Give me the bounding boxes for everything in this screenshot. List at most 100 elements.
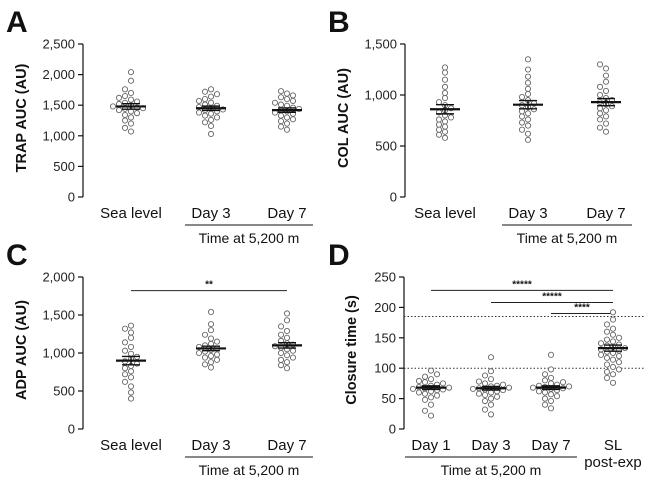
data-point	[518, 126, 526, 133]
data-point	[207, 359, 215, 366]
panel-a-plot: 0 500 1,000 1,500 2,000 2,500 Sea level Day 3 Da…	[42, 37, 313, 246]
data-point	[207, 327, 215, 334]
data-point	[201, 361, 209, 368]
data-point	[602, 113, 610, 120]
data-point	[127, 350, 135, 357]
data-point	[609, 363, 617, 371]
data-point	[609, 371, 617, 378]
y-tick-label: 2,000	[42, 270, 75, 285]
data-point	[127, 96, 135, 103]
data-point	[121, 325, 129, 332]
data-point	[602, 87, 610, 94]
data-point	[518, 93, 526, 101]
data-point	[596, 91, 604, 99]
data-point	[603, 361, 611, 368]
y-tick-label: 250	[374, 270, 396, 285]
y-tick-label: 1,500	[42, 98, 75, 113]
data-point	[427, 376, 435, 383]
data-point	[518, 113, 526, 120]
data-point	[559, 379, 567, 386]
data-point	[115, 107, 123, 114]
data-point	[127, 343, 135, 350]
data-point	[283, 327, 291, 335]
data-point	[201, 354, 209, 361]
data-point	[481, 380, 489, 387]
data-point	[603, 374, 611, 381]
data-point	[487, 411, 495, 418]
data-point	[121, 117, 129, 124]
category-label: Day 7	[531, 437, 570, 454]
y-tick-label: 50	[382, 391, 396, 406]
data-point	[487, 395, 495, 402]
panel-b-plot: 0 500 1,000 1,500 Sea level Day 3 Day 7 Time at…	[364, 37, 632, 246]
data-point	[201, 96, 209, 103]
data-point	[481, 397, 489, 405]
data-point	[283, 114, 291, 121]
data-point	[277, 331, 285, 338]
data-point	[597, 351, 605, 358]
data-point	[535, 388, 543, 395]
data-point	[201, 342, 209, 349]
panel-d-letter: D	[328, 239, 350, 272]
y-tick-label: 200	[374, 300, 396, 315]
data-point	[115, 94, 123, 101]
data-point	[127, 395, 135, 402]
data-point	[201, 331, 209, 338]
data-point	[603, 368, 611, 375]
data-point	[289, 92, 297, 99]
data-point	[207, 364, 215, 371]
data-point	[603, 321, 611, 328]
group-label: Time at 5,200 m	[199, 230, 300, 246]
data-point	[487, 354, 495, 361]
y-tick-label: 2,500	[42, 37, 75, 52]
y-tick-label: 500	[53, 384, 75, 399]
category-label: Day 1	[411, 437, 450, 454]
group-label: Time at 5,200 m	[517, 230, 618, 246]
y-tick-label: 0	[68, 190, 75, 205]
category-label: SL	[604, 437, 622, 454]
data-point	[524, 110, 532, 117]
data-point	[207, 110, 215, 117]
data-point	[518, 119, 526, 126]
data-point	[596, 124, 604, 131]
category-label: Day 3	[508, 205, 547, 222]
data-point	[469, 385, 477, 392]
data-point	[127, 120, 135, 127]
data-point	[615, 366, 623, 373]
data-point	[277, 349, 285, 357]
data-point	[499, 381, 507, 388]
data-point	[277, 101, 285, 108]
data-point	[615, 334, 623, 341]
data-point	[121, 86, 129, 93]
data-point	[602, 65, 610, 72]
data-point	[127, 374, 135, 381]
data-point	[615, 359, 623, 366]
data-point	[207, 99, 215, 106]
data-point	[547, 391, 555, 398]
data-point	[596, 105, 604, 112]
y-tick-label: 0	[389, 422, 396, 437]
panel-c-letter: C	[6, 239, 28, 272]
data-point	[121, 365, 129, 372]
y-tick-label: 1,000	[42, 346, 75, 361]
data-point	[109, 103, 117, 110]
data-point	[207, 308, 215, 316]
data-point	[121, 111, 129, 119]
data-point	[121, 371, 129, 378]
data-point	[207, 93, 215, 100]
data-point	[289, 347, 297, 354]
data-point	[121, 99, 129, 106]
data-point	[439, 380, 447, 387]
data-point	[441, 89, 449, 97]
data-point	[277, 88, 285, 95]
data-point	[441, 95, 449, 102]
category-label: Day 3	[191, 205, 230, 222]
data-point	[207, 130, 215, 138]
data-point	[596, 110, 604, 117]
data-point	[547, 374, 555, 381]
data-point	[415, 389, 423, 396]
data-point	[271, 99, 279, 106]
significance-label: ****	[574, 302, 590, 313]
category-label: Day 3	[471, 437, 510, 454]
data-point	[609, 316, 617, 323]
